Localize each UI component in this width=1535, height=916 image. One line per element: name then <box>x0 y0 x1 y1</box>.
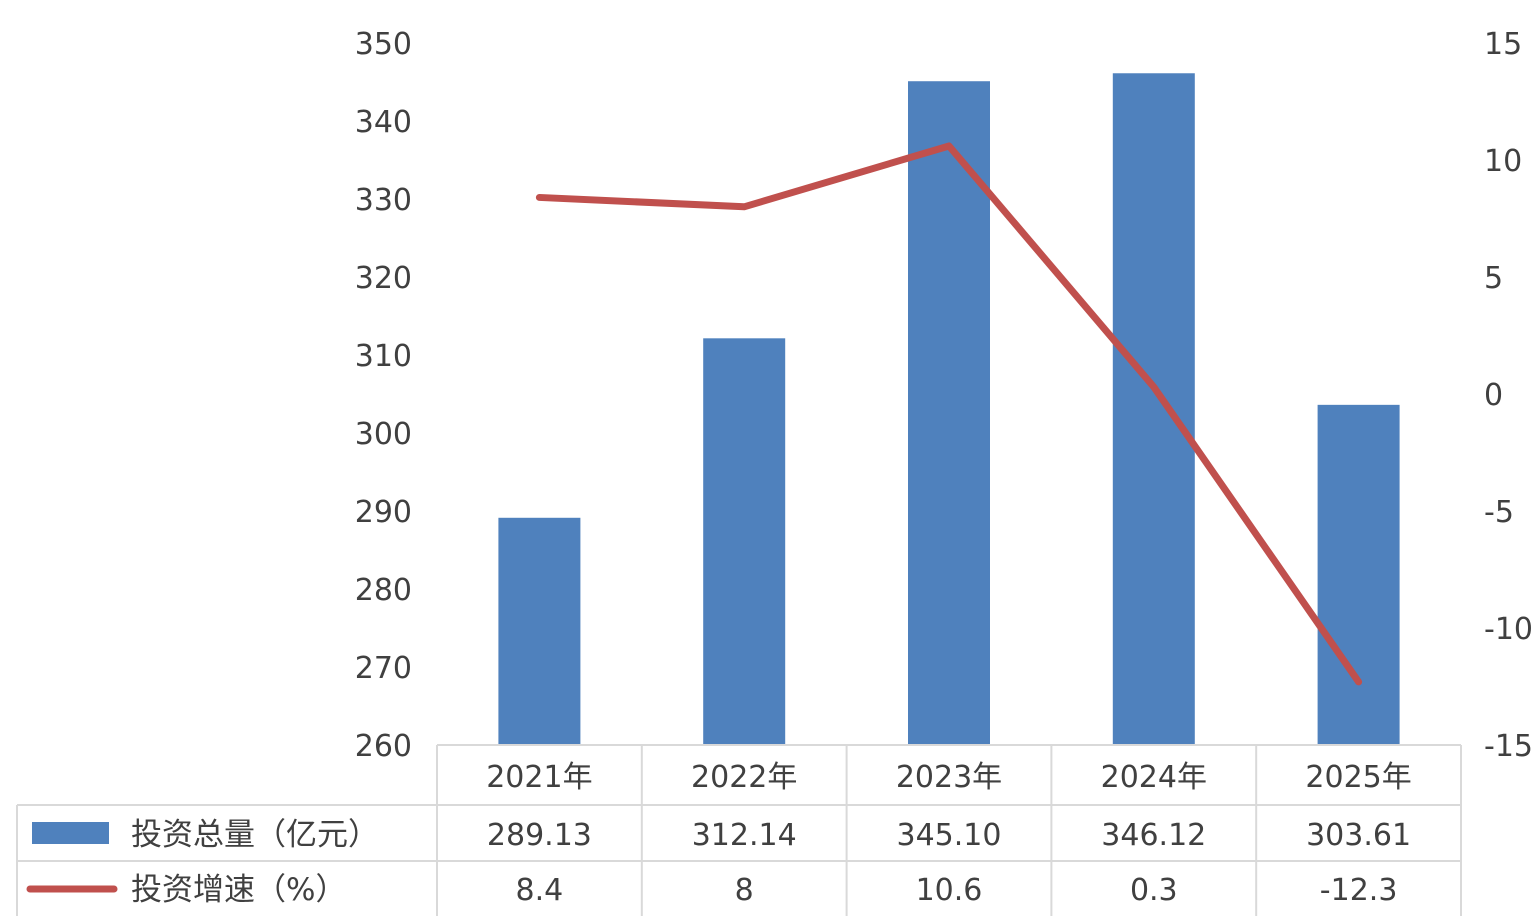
left-tick-label: 300 <box>355 417 412 452</box>
data-table: 2021年 2022年 2023年 2024年 2025年 289.13 312.14 345… <box>16 744 1462 916</box>
right-tick-label: 0 <box>1484 378 1503 413</box>
line-point <box>948 144 950 147</box>
line-point <box>538 196 541 199</box>
bar-value-label: 346.12 <box>1101 818 1206 853</box>
left-tick-label: 280 <box>355 573 412 608</box>
category-label: 2025年 <box>1305 760 1411 795</box>
line-series <box>535 142 1363 686</box>
bar-series <box>498 73 1400 746</box>
bar-value-label: 289.13 <box>487 818 592 853</box>
left-tick-label: 350 <box>355 27 412 62</box>
bar-value-label: 345.10 <box>897 818 1002 853</box>
legend-bar-label: 投资总量（亿元） <box>131 817 379 853</box>
left-tick-label: 260 <box>355 729 412 764</box>
line-value-label: -12.3 <box>1320 873 1398 908</box>
right-tick-label: 15 <box>1484 27 1522 62</box>
line-point <box>1357 680 1360 683</box>
left-tick-label: 290 <box>355 495 412 530</box>
bar <box>1317 404 1400 745</box>
left-tick-label: 340 <box>355 105 412 140</box>
right-tick-label: -10 <box>1484 612 1533 647</box>
category-label: 2024年 <box>1101 760 1207 795</box>
legend-line-label: 投资增速（%） <box>131 872 346 908</box>
bar-value-label: 312.14 <box>692 818 797 853</box>
left-tick-label: 310 <box>355 339 412 374</box>
bar-value-label: 303.61 <box>1306 818 1411 853</box>
right-tick-label: -15 <box>1484 729 1533 764</box>
bar <box>1112 73 1195 746</box>
line-value-label: 8.4 <box>516 873 564 908</box>
category-label: 2023年 <box>896 760 1002 795</box>
line-point <box>743 205 746 208</box>
bar <box>908 81 990 746</box>
right-tick-label: 10 <box>1484 144 1522 179</box>
line-value-label: 0.3 <box>1130 873 1178 908</box>
category-label: 2022年 <box>691 760 797 795</box>
bar <box>703 338 786 745</box>
line-value-label: 8 <box>735 873 754 908</box>
line-value-label: 10.6 <box>916 873 983 908</box>
legend-bar-swatch <box>32 822 109 844</box>
right-tick-label: -5 <box>1484 495 1514 530</box>
left-axis: 350 340 330 320 310 300 290 280 270 260 <box>355 27 412 764</box>
left-tick-label: 320 <box>355 261 412 296</box>
left-tick-label: 330 <box>355 183 412 218</box>
right-axis: 15 10 5 0 -5 -10 -15 <box>1484 27 1533 764</box>
left-tick-label: 270 <box>355 651 412 686</box>
bar <box>498 517 581 745</box>
right-tick-label: 5 <box>1484 261 1503 296</box>
category-label: 2021年 <box>486 760 592 795</box>
line-point <box>1152 385 1155 388</box>
